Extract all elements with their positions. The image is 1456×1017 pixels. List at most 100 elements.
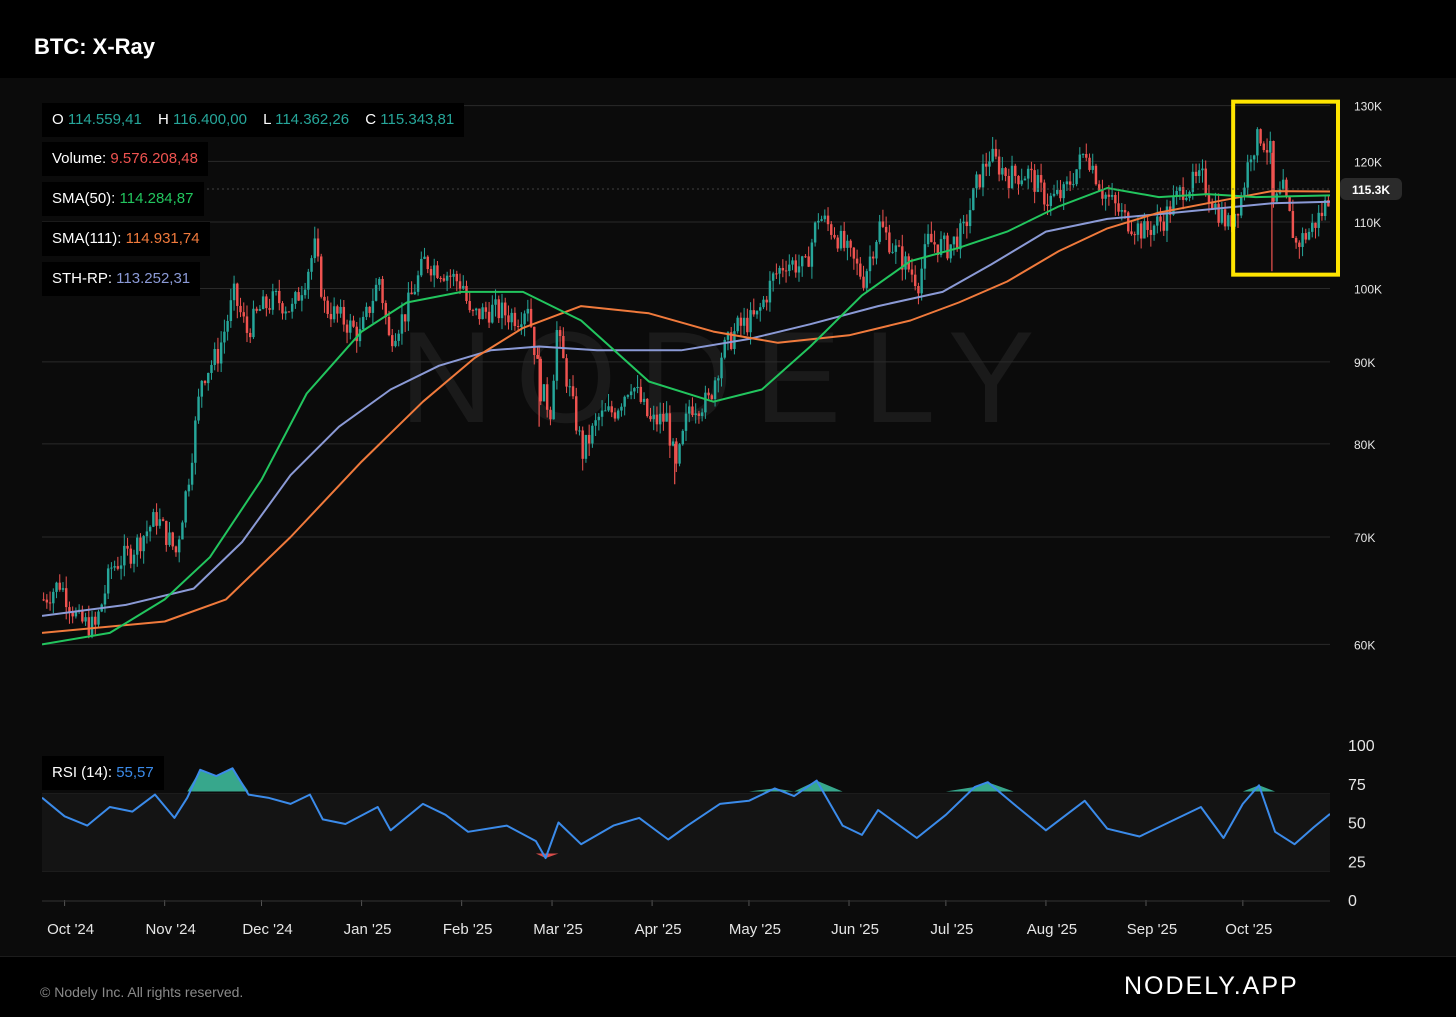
candle-body (797, 266, 801, 273)
candle-body (458, 281, 462, 289)
candle-body (1062, 184, 1065, 199)
candle-body (688, 406, 691, 414)
candle-body (623, 396, 626, 407)
last-price-badge (1340, 177, 1402, 200)
candle-body (1311, 222, 1314, 232)
candle-body (148, 526, 152, 532)
candle-body (1175, 190, 1178, 197)
candle-body (71, 611, 74, 617)
ohlc-legend: O 114.559,41 H 116.400,00 L 114.362,26 C… (42, 103, 465, 137)
candle-body (358, 329, 362, 342)
candle-body (720, 357, 723, 379)
candle-body (558, 330, 562, 337)
candle-body (568, 386, 572, 388)
candle-body (1236, 213, 1240, 216)
candle-body (771, 273, 775, 281)
candle-body (1298, 242, 1301, 247)
candle-body (284, 311, 287, 314)
candle-body (1120, 210, 1124, 212)
candle-body (972, 188, 975, 211)
candle-body (487, 311, 491, 323)
candle-body (481, 307, 484, 320)
candle-body (361, 316, 365, 330)
candle-body (981, 163, 985, 188)
candle-body (55, 582, 58, 592)
candle-body (565, 358, 568, 387)
candlestick-series (42, 127, 1330, 639)
sma50-line (42, 187, 1330, 646)
ohlc-open-value: 114.559,41 (67, 111, 142, 128)
candle-body (888, 232, 891, 253)
candle-body (255, 308, 258, 311)
candle-body (1014, 165, 1017, 176)
candle-body (413, 291, 417, 295)
candle-body (226, 320, 229, 332)
candle-body (997, 156, 1001, 175)
candle-body (1178, 187, 1182, 191)
candle-body (707, 392, 710, 396)
candle-body (478, 308, 481, 320)
candle-body (436, 265, 439, 278)
ohlc-close-label: C (365, 111, 377, 128)
brand-logo-text[interactable]: NODELY.APP (1124, 972, 1299, 1000)
candle-body (755, 310, 759, 315)
ohlc-high-value: 116.400,00 (173, 111, 247, 128)
candle-body (474, 308, 478, 311)
candle-body (1214, 203, 1217, 210)
candle-body (616, 410, 620, 419)
candle-body (578, 430, 581, 432)
candle-body (1026, 168, 1030, 179)
candle-body (736, 317, 739, 332)
candle-body (184, 491, 187, 523)
candle-body (500, 302, 504, 319)
candle-body (64, 588, 68, 608)
sma50-legend: SMA(50): 114.284,87 (42, 182, 204, 216)
candle-body (891, 251, 894, 253)
page-title: BTC: X-Ray (34, 34, 156, 59)
candle-body (439, 277, 442, 279)
candle-body (278, 290, 281, 304)
candle-body (287, 311, 291, 313)
candle-body (320, 256, 323, 297)
candle-body (313, 238, 316, 259)
candle-body (391, 335, 394, 347)
candle-body (265, 296, 268, 309)
price-tick-label: 110K (1354, 216, 1381, 230)
candle-body (878, 221, 881, 242)
candle-body (842, 230, 846, 248)
candle-body (152, 512, 155, 527)
candle-body (665, 413, 668, 422)
candle-body (810, 242, 814, 267)
candle-body (139, 537, 142, 552)
sthrp-line (42, 200, 1330, 617)
candle-body (1136, 223, 1140, 235)
candle-body (830, 224, 833, 235)
x-tick-label: Nov '24 (145, 921, 195, 938)
candle-body (600, 410, 604, 417)
candle-body (733, 331, 736, 349)
candle-body (116, 566, 120, 569)
candle-body (930, 233, 933, 243)
candle-body (713, 380, 717, 400)
candle-body (181, 522, 184, 540)
candle-body (1123, 210, 1127, 213)
x-tick-label: Oct '25 (1225, 921, 1272, 938)
candle-body (1156, 216, 1159, 226)
x-tick-label: Jul '25 (930, 921, 973, 938)
candle-body (1152, 225, 1156, 235)
candle-body (1314, 222, 1317, 228)
candle-body (126, 545, 129, 549)
candle-body (504, 302, 507, 316)
candle-body (177, 539, 181, 553)
candle-body (826, 215, 830, 225)
candle-body (791, 260, 794, 265)
candle-body (374, 284, 378, 301)
candle-body (452, 273, 455, 277)
candle-body (1272, 140, 1275, 202)
candle-body (1220, 209, 1224, 223)
rsi-label: RSI (14): (52, 764, 113, 781)
candle-body (513, 312, 517, 327)
candle-body (119, 565, 123, 569)
candle-body (1269, 140, 1272, 153)
